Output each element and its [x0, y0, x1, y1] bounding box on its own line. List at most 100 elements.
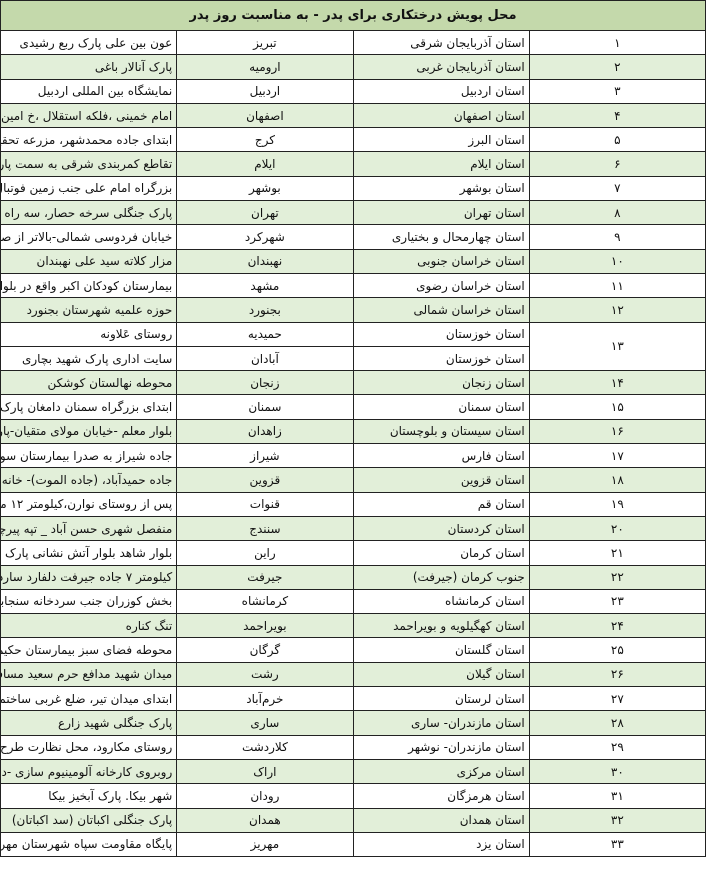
province-cell: استان زنجان: [352, 370, 530, 396]
location-cell: خیابان فردوسی شمالی-بالاتر از صدا و سیما…: [0, 224, 178, 250]
row-number: ۲۳: [528, 588, 706, 615]
province-cell: استان قم: [352, 491, 530, 517]
location-cell: محوطه نهالستان کوشکن: [0, 370, 178, 396]
province-cell: استان کهگیلویه و بویراحمد: [352, 613, 530, 639]
city-cell: ارومیه: [176, 54, 354, 80]
location-cell: پارک آنالار باغی: [0, 54, 178, 80]
table-row: ۱ استان آذربایجان شرقی تبریز عون بین علی پا…: [0, 29, 706, 56]
province-cell: استان ایلام: [352, 151, 530, 177]
row-number: ۲۴: [528, 613, 706, 639]
row-number: ۳۱: [528, 783, 706, 809]
province-cell: استان کرمانشاه: [352, 588, 530, 615]
table-row: ۲۹ استان مازندران- نوشهر کلاردشت روستای مکا…: [0, 734, 706, 760]
location-cell: نمایشگاه بین المللی اردبیل: [0, 78, 178, 104]
city-cell: نهبندان: [176, 248, 354, 274]
location-cell: ابتدای جاده محمدشهر، مزرعه تحقیقاتی دانش…: [0, 127, 178, 153]
row-number: ۳۲: [528, 807, 706, 833]
table-row: ۲۲ جنوب کرمان (جیرفت) جیرفت کیلومتر ۷ جاده …: [0, 564, 706, 590]
province-cell: استان کردستان: [352, 515, 530, 542]
location-cell: حوزه علمیه شهرستان بجنورد: [0, 297, 178, 323]
city-cell: اصفهان: [176, 102, 354, 129]
location-cell: ابتدای میدان تیر، ضلع غربی ساختمان‌های ت…: [0, 686, 178, 712]
city-cell: ایلام: [176, 151, 354, 177]
city-cell: سمنان: [176, 394, 354, 420]
table-row: ۴ استان اصفهان اصفهان امام خمینی ،فلکه استق…: [0, 102, 706, 129]
location-cell: کیلومتر ۷ جاده جیرفت دلفارد ساردوییه بوس…: [0, 564, 178, 590]
row-number: ۶: [528, 151, 706, 177]
city-cell: اراک: [176, 758, 354, 785]
city-cell: بجنورد: [176, 297, 354, 323]
province-cell: استان یزد: [352, 831, 530, 858]
table-row: ۲۰ استان کردستان سنندج منفصل شهری حسن آباد …: [0, 515, 706, 542]
location-cell: ابتدای بزرگراه سمنان دامغان پارک جنگلی س…: [0, 394, 178, 420]
city-cell: راین: [176, 540, 354, 566]
row-number: ۹: [528, 224, 706, 250]
province-cell: استان گیلان: [352, 661, 530, 688]
row-number: ۲۷: [528, 686, 706, 712]
row-number: ۱۵: [528, 394, 706, 420]
province-cell: استان خراسان جنوبی: [352, 248, 530, 274]
row-number: ۵: [528, 127, 706, 153]
row-number: ۸: [528, 200, 706, 226]
table-row: ۶ استان ایلام ایلام تقاطع کمربندی شرقی به س…: [0, 151, 706, 177]
row-number: ۷: [528, 175, 706, 202]
city-cell: بویراحمد: [176, 613, 354, 639]
province-cell: استان گلستان: [352, 637, 530, 663]
city-cell: ساری: [176, 710, 354, 736]
table-row: ۱۶ استان سیستان و بلوچستان زاهدان بلوار معل…: [0, 418, 706, 445]
province-cell: استان کرمان: [352, 540, 530, 566]
city-cell: جیرفت: [176, 564, 354, 590]
location-cell: بلوار شاهد بلوار آتش نشانی پارک مادر: [0, 540, 178, 566]
city-cell: رشت: [176, 661, 354, 688]
table-row: ۱۷ استان فارس شیراز جاده شیراز به صدرا بیما…: [0, 443, 706, 469]
location-cell: جاده حمیدآباد، (جاده الموت)- خانه سالمند…: [0, 467, 178, 493]
table-body: ۱ استان آذربایجان شرقی تبریز عون بین علی پا…: [0, 29, 706, 858]
province-cell: استان سمنان: [352, 394, 530, 420]
row-number: ۱۸: [528, 467, 706, 493]
city-cell: شیراز: [176, 443, 354, 469]
table-row: ۲۴ استان کهگیلویه و بویراحمد بویراحمد تنگ ک…: [0, 613, 706, 639]
city-cell: بوشهر: [176, 175, 354, 202]
city-cell: کلاردشت: [176, 734, 354, 760]
table-row: ۷ استان بوشهر بوشهر بزرگراه امام علی جنب زم…: [0, 175, 706, 202]
table-row: ۳۰ استان مرکزی اراک روبروی کارخانه آلومینیو…: [0, 758, 706, 785]
location-cell: پارک جنگلی سرخه حصار، سه راه تهرانپارس، …: [0, 200, 178, 226]
table-header-row: محل پویش درختکاری برای پدر - به مناسبت ر…: [0, 0, 706, 31]
city-cell: تبریز: [176, 29, 354, 56]
row-number: ۳۳: [528, 831, 706, 858]
table-row: ۲۵ استان گلستان گرگان محوطه فضای سبز بیمارس…: [0, 637, 706, 663]
table-row: ۲۸ استان مازندران- ساری ساری پارک جنگلی شهی…: [0, 710, 706, 736]
province-cell: استان آذربایجان غربی: [352, 54, 530, 80]
province-cell: استان فارس: [352, 443, 530, 469]
city-cell: همدان: [176, 807, 354, 833]
province-cell: استان هرمزگان: [352, 783, 530, 809]
row-number: ۱۱: [528, 272, 706, 299]
location-cell: پارک جنگلی اکباتان (سد اکباتان): [0, 807, 178, 833]
table-row: ۱۰ استان خراسان جنوبی نهبندان مزار کلاته سی…: [0, 248, 706, 274]
row-number: ۲۱: [528, 540, 706, 566]
location-cell: سایت اداری پارک شهید بچاری: [0, 345, 178, 372]
location-cell: محوطه فضای سبز بیمارستان حکیم جرجانی: [0, 637, 178, 663]
row-number: ۱۰: [528, 248, 706, 274]
table-row: ۱۴ استان زنجان زنجان محوطه نهالستان کوشکن: [0, 370, 706, 396]
table-row: ۳۱ استان هرمزگان رودان شهر بیکا. پارک آبخیز…: [0, 783, 706, 809]
row-number: ۱۷: [528, 443, 706, 469]
row-number: ۴: [528, 102, 706, 129]
city-cell: رودان: [176, 783, 354, 809]
table-row: ۲۶ استان گیلان رشت میدان شهید مدافع حرم سعی…: [0, 661, 706, 688]
table-row: ۱۹ استان قم قنوات پس از روستای نوارن،کیلومت…: [0, 491, 706, 517]
row-number: ۲۸: [528, 710, 706, 736]
location-cell: شهر بیکا. پارک آبخیز بیکا: [0, 783, 178, 809]
location-cell: تنگ کناره: [0, 613, 178, 639]
table-row: ۳۳ استان یزد مهریز پایگاه مقاومت سپاه شهرست…: [0, 831, 706, 858]
city-cell: حمیدیه: [176, 321, 354, 347]
row-number: ۳۰: [528, 758, 706, 785]
table-row: ۵ استان البرز کرج ابتدای جاده محمدشهر، مزرع…: [0, 127, 706, 153]
table-row: ۹ استان چهارمحال و بختیاری شهرکرد خیابان فر…: [0, 224, 706, 250]
location-cell: جاده شیراز به صدرا بیمارستان سوانح و سوخ…: [0, 443, 178, 469]
city-cell: شهرکرد: [176, 224, 354, 250]
province-cell: استان همدان: [352, 807, 530, 833]
row-number: ۲۵: [528, 637, 706, 663]
table-row: ۲ استان آذربایجان غربی ارومیه پارک آنالار ب…: [0, 54, 706, 80]
table-row: ۱۸ استان قزوین قزوین جاده حمیدآباد، (جاده ا…: [0, 467, 706, 493]
